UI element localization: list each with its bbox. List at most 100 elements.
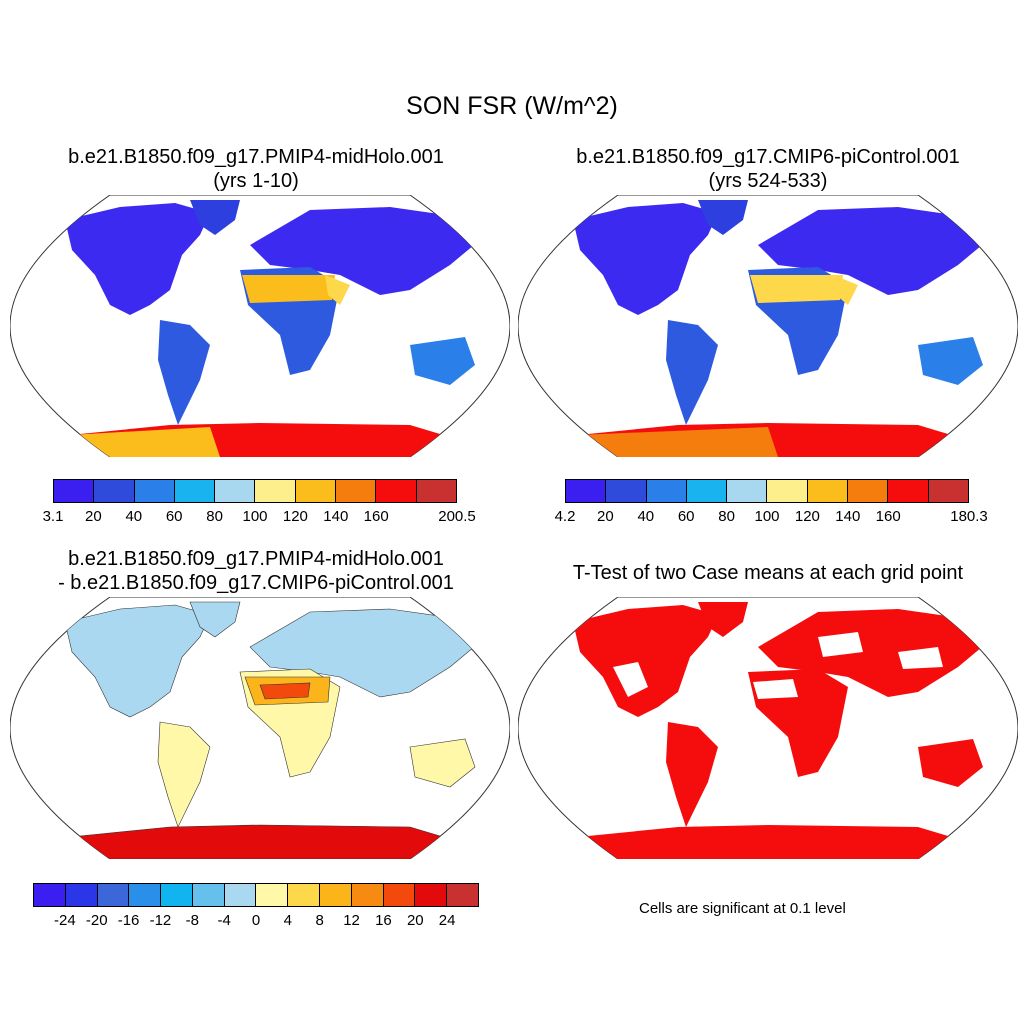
colorbar-swatch [129,884,162,906]
panel2-title: b.e21.B1850.f09_g17.CMIP6-piControl.001 … [512,145,1024,193]
colorbar-tick-label: 180.3 [950,508,988,525]
colorbar-swatch [566,480,607,502]
colorbar-tick-label: 8 [315,912,324,929]
colorbar-tick-label: 3.1 [42,508,64,525]
colorbar-swatch [807,480,849,502]
land-australia [410,337,475,385]
colorbar-swatch [256,884,289,906]
panel3-title: b.e21.B1850.f09_g17.PMIP4-midHolo.001 - … [0,547,512,595]
colorbar-tick-label: 20 [85,508,102,525]
nonsignificant-area-4 [898,647,943,669]
colorbar-swatch [686,480,728,502]
land-arabia [833,275,858,305]
land-north-america [65,203,210,315]
map-panel-4 [518,597,1018,859]
colorbar-tick-label: 60 [165,508,183,525]
colorbar-swatch [34,884,66,906]
colorbar-swatch [288,884,321,906]
land-antarctica [69,824,461,859]
panel3-title-line1: b.e21.B1850.f09_g17.PMIP4-midHolo.001 [68,548,444,570]
colorbar-tick-label: -20 [85,912,108,929]
map-panel-3 [10,597,510,859]
land-sahara-core [259,682,311,700]
colorbar-tick-label: 24 [438,912,456,929]
land-sahara [242,275,335,303]
colorbar-swatch [415,884,448,906]
colorbar-tick-label: 16 [375,912,392,929]
colorbar-tick-label: 100 [754,508,780,525]
colorbar-swatch [255,480,296,502]
land-arabia [325,275,350,305]
colorbar-swatch [192,884,225,906]
colorbar-swatch [351,884,384,906]
colorbar-tick-label: 12 [343,912,360,929]
panel1-title-line1: b.e21.B1850.f09_g17.PMIP4-midHolo.001 [68,146,444,168]
colorbar-tick-label: 20 [597,508,614,525]
colorbar-tick-label: -16 [117,912,140,929]
land-north-america [64,604,211,718]
land-sahara [750,275,843,303]
colorbar-tick-label: 20 [406,912,424,929]
panel3-title-line2: - b.e21.B1850.f09_g17.CMIP6-piControl.00… [58,572,454,594]
colorbar-tick-label: 160 [363,508,389,525]
colorbar-tick-label: 140 [323,508,349,525]
panel1-title: b.e21.B1850.f09_g17.PMIP4-midHolo.001 (y… [0,145,512,193]
nonsignificant-area-3 [818,632,863,657]
panel2-title-line2: (yrs 524-533) [708,170,828,192]
nonsignificant-area-2 [753,679,798,699]
colorbar-tick-label: 120 [282,508,308,525]
land-south-america [157,721,211,828]
colorbar-swatch [94,480,135,502]
land-antarctica [578,825,968,859]
colorbar-tick-label: 4.2 [554,508,576,525]
colorbar-swatch [376,480,417,502]
colorbar-swatch [646,480,687,502]
land-greenland [698,200,748,235]
colorbar-tick-label: -24 [54,912,76,929]
figure-title: SON FSR (W/m^2) [406,92,618,120]
colorbar-swatch [767,480,808,502]
colorbar-swatch [727,480,768,502]
colorbar-swatch [928,480,968,502]
panel1-title-line2: (yrs 1-10) [213,170,299,192]
colorbar-tick-label: 4 [283,912,293,929]
land-eurasia [758,609,988,697]
land-eurasia [250,207,480,295]
land-north-america [573,203,718,315]
colorbar-swatch [295,480,337,502]
colorbar-swatch [161,884,193,906]
colorbar-swatch [447,884,478,906]
map-panel-2 [518,195,1018,457]
colorbar-swatch [215,480,256,502]
land-north-america [573,605,718,717]
colorbar-tick-label: 80 [718,508,735,525]
colorbar-swatch [224,884,257,906]
colorbar-2 [565,479,969,503]
colorbar-tick-label: 140 [835,508,861,525]
land-australia [918,337,983,385]
significance-note: Cells are significant at 0.1 level [639,900,846,917]
colorbar-swatch [54,480,95,502]
colorbar-swatch [336,480,377,502]
land-australia [409,738,476,788]
colorbar-tick-label: 100 [242,508,268,525]
land-greenland [190,200,240,235]
colorbar-swatch [97,884,130,906]
colorbar-3 [33,883,479,907]
colorbar-swatch [383,884,416,906]
colorbar-1 [53,479,457,503]
land-greenland [698,602,748,637]
land-australia [918,739,983,787]
land-antarctica-west [578,427,778,457]
colorbar-swatch [606,480,647,502]
colorbar-swatch [848,480,889,502]
colorbar-tick-label: 40 [125,508,143,525]
land-south-america [158,320,210,425]
colorbar-tick-label: -4 [217,912,231,929]
land-eurasia [758,207,988,295]
colorbar-tick-label: 200.5 [438,508,476,525]
panel2-title-line1: b.e21.B1850.f09_g17.CMIP6-piControl.001 [576,146,960,168]
colorbar-tick-label: 40 [637,508,655,525]
colorbar-tick-label: 0 [251,912,261,929]
colorbar-tick-label: -8 [185,912,199,929]
